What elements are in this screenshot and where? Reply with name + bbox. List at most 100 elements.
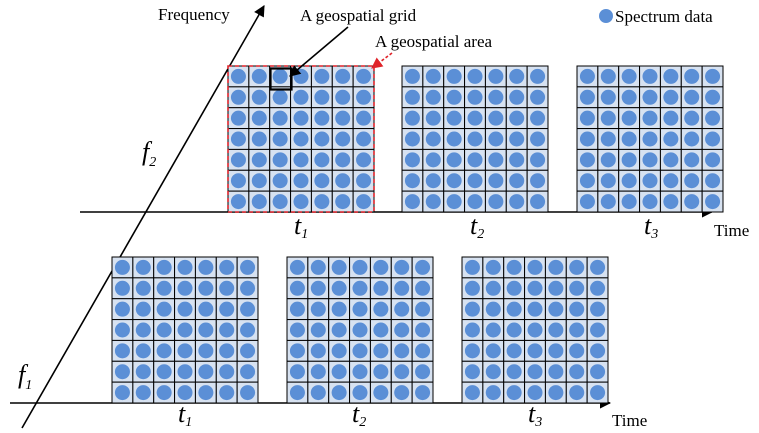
spectrum-data-dot — [198, 343, 214, 359]
spectrum-data-dot — [530, 152, 546, 168]
spectrum-data-dot — [425, 173, 441, 189]
spectrum-data-dot — [467, 89, 483, 105]
spectrum-data-dot — [446, 89, 462, 105]
grid-blocks — [111, 65, 724, 404]
spectrum-data-dot — [506, 343, 522, 359]
spectrum-data-dot — [331, 385, 347, 401]
spectrum-data-dot — [663, 89, 679, 105]
spectrum-data-dot — [464, 343, 480, 359]
spectrum-data-dot — [621, 131, 637, 147]
spectrum-data-dot — [373, 385, 389, 401]
spectrum-data-dot — [394, 301, 410, 317]
spectrum-data-dot — [464, 364, 480, 380]
spectrum-data-dot — [240, 343, 256, 359]
spectrum-data-dot — [488, 89, 504, 105]
spectrum-data-dot — [415, 364, 431, 380]
spectrum-data-dot — [621, 68, 637, 84]
spectrum-data-dot — [356, 194, 372, 210]
grid-callout-label: A geospatial grid — [300, 6, 417, 25]
spectrum-data-dot — [331, 259, 347, 275]
spectrum-data-dot — [404, 110, 420, 126]
spectrum-data-dot — [135, 364, 151, 380]
spectrum-data-dot — [394, 385, 410, 401]
spectrum-data-dot — [579, 68, 595, 84]
spectrum-data-dot — [331, 301, 347, 317]
spectrum-data-dot — [404, 131, 420, 147]
spectrum-data-dot — [705, 89, 721, 105]
spectrum-data-dot — [488, 110, 504, 126]
spectrum-data-dot — [509, 89, 525, 105]
spectrum-data-dot — [335, 68, 351, 84]
spectrum-data-dot — [684, 131, 700, 147]
spectrum-data-dot — [705, 152, 721, 168]
spectrum-data-dot — [240, 301, 256, 317]
spectrum-data-dot — [548, 280, 564, 296]
spectrum-data-dot — [530, 194, 546, 210]
spectrum-data-dot — [335, 173, 351, 189]
spectrum-data-dot — [506, 322, 522, 338]
spectrum-data-dot — [467, 68, 483, 84]
spectrum-data-dot — [114, 301, 130, 317]
spectrum-data-dot — [240, 322, 256, 338]
spectrum-data-dot — [314, 173, 330, 189]
spectrum-data-dot — [230, 89, 246, 105]
spectrum-data-dot — [331, 364, 347, 380]
spectrum-data-dot — [527, 322, 543, 338]
spectrum-data-dot — [373, 343, 389, 359]
spectrum-data-dot — [251, 89, 267, 105]
spectrum-data-dot — [331, 322, 347, 338]
block-f2-t2 — [401, 65, 549, 213]
spectrum-data-dot — [663, 152, 679, 168]
spectrum-data-dot — [527, 301, 543, 317]
spectrum-data-dot — [663, 131, 679, 147]
spectrum-data-dot — [600, 131, 616, 147]
spectrum-data-dot — [509, 194, 525, 210]
spectrum-data-dot — [177, 364, 193, 380]
frequency-level-f2: f2 — [142, 137, 156, 170]
spectrum-data-dot — [310, 364, 326, 380]
spectrum-data-dot — [240, 259, 256, 275]
spectrum-data-dot — [352, 259, 368, 275]
spectrum-data-dot — [467, 110, 483, 126]
spectrum-data-dot — [219, 364, 235, 380]
frequency-axis-label: Frequency — [158, 5, 230, 24]
spectrum-data-dot — [230, 68, 246, 84]
spectrum-data-dot — [642, 89, 658, 105]
spectrum-data-dot — [293, 173, 309, 189]
spectrum-data-dot — [331, 343, 347, 359]
spectrum-data-dot — [425, 194, 441, 210]
spectrum-data-dot — [135, 280, 151, 296]
spectrum-data-dot — [314, 89, 330, 105]
spectrum-data-dot — [310, 385, 326, 401]
spectrum-data-dot — [425, 110, 441, 126]
spectrum-data-dot — [394, 343, 410, 359]
spectrum-data-dot — [642, 152, 658, 168]
spectrum-data-dot — [289, 280, 305, 296]
spectrum-data-dot — [352, 385, 368, 401]
spectrum-data-dot — [509, 110, 525, 126]
spectrum-data-dot — [485, 259, 501, 275]
spectrum-data-dot — [251, 152, 267, 168]
spectrum-data-dot — [509, 173, 525, 189]
spectrum-data-dot — [590, 364, 606, 380]
spectrum-data-dot — [642, 110, 658, 126]
spectrum-data-dot — [314, 152, 330, 168]
spectrum-data-dot — [621, 152, 637, 168]
spectrum-data-dot — [621, 89, 637, 105]
spectrum-data-dot — [548, 259, 564, 275]
legend-dot-icon — [599, 9, 613, 23]
spectrum-data-dot — [310, 343, 326, 359]
spectrum-data-dot — [289, 364, 305, 380]
block-f1-t1 — [111, 256, 259, 404]
spectrum-data-dot — [310, 280, 326, 296]
spectrum-data-dot — [251, 173, 267, 189]
spectrum-data-dot — [415, 385, 431, 401]
spectrum-data-dot — [289, 322, 305, 338]
spectrum-data-dot — [352, 343, 368, 359]
spectrum-data-dot — [289, 385, 305, 401]
spectrum-data-dot — [289, 259, 305, 275]
spectrum-data-dot — [569, 364, 585, 380]
spectrum-data-dot — [530, 173, 546, 189]
time-axis-top-label: Time — [714, 221, 749, 240]
spectrum-data-dot — [663, 110, 679, 126]
